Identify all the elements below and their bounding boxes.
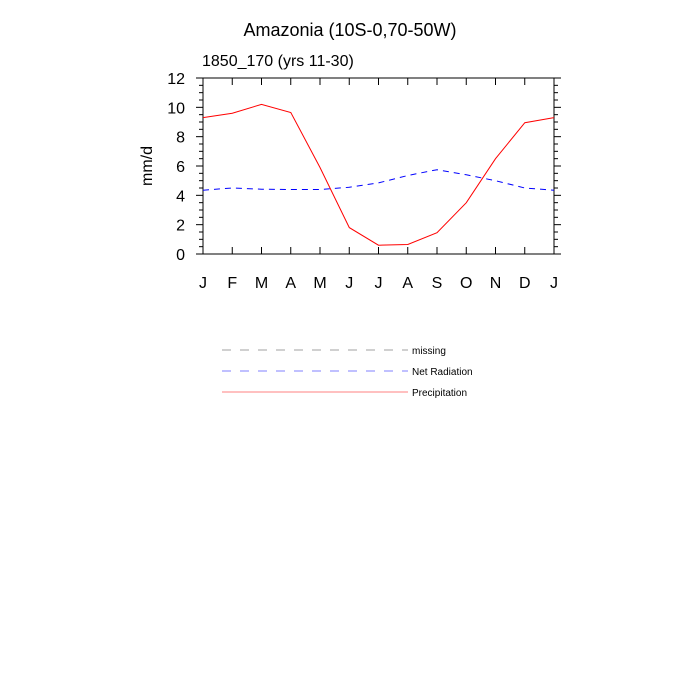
legend: missing Net Radiation Precipitation	[222, 346, 473, 399]
x-tick-label: A	[285, 275, 296, 292]
y-tick-label: 0	[176, 247, 185, 264]
y-tick-label: 6	[176, 159, 185, 176]
x-tick-label: D	[519, 275, 531, 292]
x-tick-label: J	[375, 275, 383, 292]
legend-label-missing: missing	[412, 346, 446, 357]
x-tick-label: M	[255, 275, 268, 292]
y-axis-label: mm/d	[139, 146, 156, 186]
x-tick-label: M	[313, 275, 326, 292]
x-tick-label: J	[345, 275, 353, 292]
x-tick-label: N	[490, 275, 502, 292]
chart-subtitle: 1850_170 (yrs 11-30)	[202, 53, 354, 70]
series-line-net-radiation	[202, 169, 555, 191]
y-tick-label: 4	[176, 188, 185, 205]
x-tick-label: A	[402, 275, 413, 292]
y-tick-label: 10	[167, 100, 185, 117]
legend-label-precipitation: Precipitation	[412, 388, 467, 399]
series-line-precipitation	[202, 103, 555, 246]
x-tick-label: O	[460, 275, 472, 292]
y-tick-label: 2	[176, 218, 185, 235]
x-tick-label: J	[199, 275, 207, 292]
chart-title: Amazonia (10S-0,70-50W)	[243, 20, 456, 40]
x-tick-label: J	[550, 275, 558, 292]
legend-label-net-radiation: Net Radiation	[412, 367, 473, 378]
y-tick-label: 12	[167, 71, 185, 88]
y-tick-label: 8	[176, 130, 185, 147]
plot-frame	[202, 77, 555, 255]
x-tick-label: S	[432, 275, 443, 292]
x-tick-label: F	[227, 275, 237, 292]
